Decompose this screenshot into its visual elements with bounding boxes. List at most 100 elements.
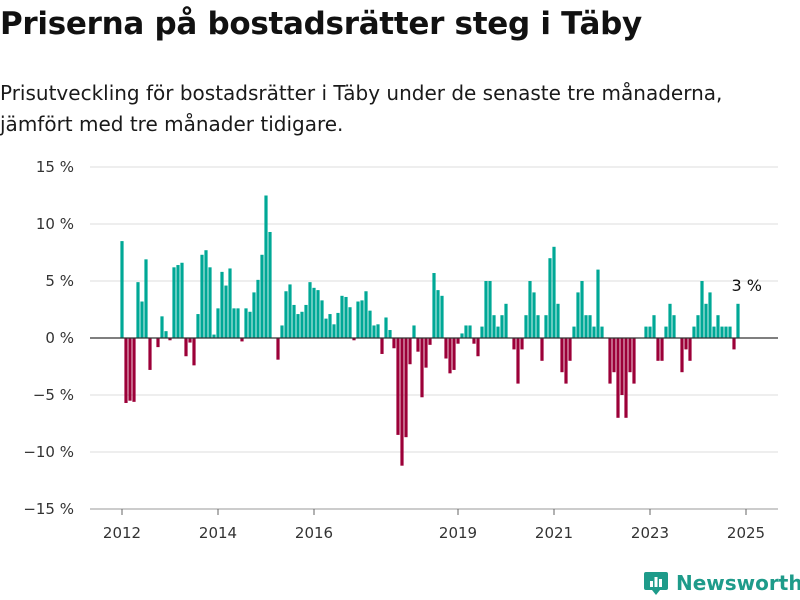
bar (304, 304, 308, 338)
bar (436, 290, 440, 338)
bar (616, 338, 620, 418)
x-axis: 2012 2014 2016 2019 2021 2023 2025 (90, 508, 778, 542)
bar (300, 311, 304, 338)
bar (516, 338, 520, 384)
bar (504, 303, 508, 338)
newsworthy-logo-text: Newsworthy (676, 571, 800, 595)
bar (480, 326, 484, 338)
bar (408, 338, 412, 365)
bar (364, 291, 368, 338)
bar (728, 326, 732, 338)
bar (696, 315, 700, 338)
bar (576, 292, 580, 338)
bar (704, 303, 708, 338)
bar (292, 304, 296, 338)
bar (232, 308, 236, 338)
bar (468, 325, 472, 338)
bar (512, 338, 516, 350)
bar (588, 315, 592, 338)
bar (124, 338, 128, 403)
bar (440, 295, 444, 338)
bar (648, 326, 652, 338)
bar (296, 314, 300, 338)
bar (528, 281, 532, 338)
bar (568, 338, 572, 361)
bar (168, 338, 172, 341)
bar (400, 338, 404, 466)
bar (184, 338, 188, 357)
bar (220, 271, 224, 338)
bar (404, 338, 408, 438)
bar (708, 292, 712, 338)
bar (276, 338, 280, 360)
bar (204, 250, 208, 338)
bar (280, 325, 284, 338)
bar (192, 338, 196, 366)
bar (716, 315, 720, 338)
bar (164, 331, 168, 338)
x-tick-label: 2014 (199, 524, 237, 542)
bar (368, 310, 372, 338)
x-tick-label: 2012 (103, 524, 141, 542)
bar (452, 338, 456, 370)
bar (456, 338, 460, 344)
bar (420, 338, 424, 398)
bar (620, 338, 624, 395)
bar (524, 315, 528, 338)
bar (596, 269, 600, 338)
bar (580, 281, 584, 338)
bar (520, 338, 524, 350)
bar (136, 282, 140, 338)
y-tick-label: 5 % (45, 272, 74, 290)
bar (140, 301, 144, 338)
bar (556, 303, 560, 338)
bar (592, 326, 596, 338)
bar (316, 290, 320, 338)
bar (444, 338, 448, 359)
bar (476, 338, 480, 357)
bar (448, 338, 452, 374)
bar (324, 318, 328, 338)
bar (492, 315, 496, 338)
bar (560, 338, 564, 373)
bar (656, 338, 660, 361)
bar (652, 315, 656, 338)
bar (700, 281, 704, 338)
bar (212, 334, 216, 338)
bar (712, 326, 716, 338)
bar (628, 338, 632, 373)
bar (380, 338, 384, 354)
bar (360, 300, 364, 338)
y-tick-label: −15 % (23, 500, 74, 518)
bar (352, 338, 356, 341)
bar (208, 267, 212, 338)
bar (156, 338, 160, 348)
bar (344, 296, 348, 338)
bar (412, 325, 416, 338)
annotations: 3 % (732, 276, 762, 295)
bar (484, 281, 488, 338)
bar (552, 246, 556, 338)
x-tick-label: 2025 (727, 524, 765, 542)
bar (236, 308, 240, 338)
bar (372, 325, 376, 338)
bar (396, 338, 400, 435)
chart-title: Priserna på bostadsrätter steg i Täby (0, 6, 642, 42)
bar (660, 338, 664, 361)
bar (692, 326, 696, 338)
bar (564, 338, 568, 384)
bar (416, 338, 420, 352)
bar (428, 338, 432, 345)
bar (240, 338, 244, 342)
bar (172, 267, 176, 338)
y-tick-label: −10 % (23, 443, 74, 461)
y-tick-label: 0 % (45, 329, 74, 347)
bar (424, 338, 428, 368)
bar (612, 338, 616, 373)
bar (720, 326, 724, 338)
chart-subtitle: Prisutveckling för bostadsrätter i Täby … (0, 81, 723, 136)
bar (308, 282, 312, 338)
bar (388, 330, 392, 338)
y-tick-label: 10 % (36, 215, 74, 233)
